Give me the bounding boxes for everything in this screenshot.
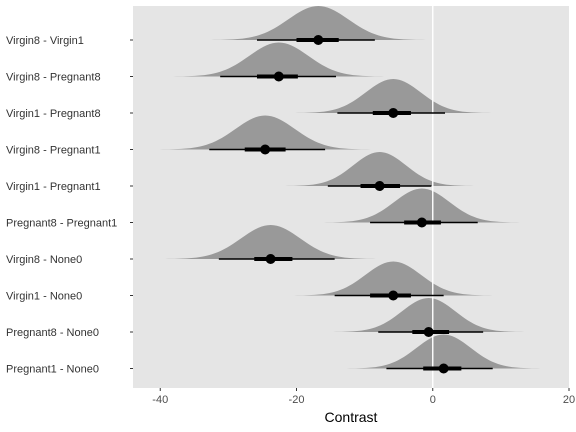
x-axis-title: Contrast (325, 409, 378, 425)
density-9 (316, 298, 542, 332)
density-4 (141, 115, 390, 150)
median-point-8 (388, 290, 399, 301)
y-tick-label: Virgin1 - Pregnant8 (6, 108, 101, 120)
y-tick-label: Pregnant8 - None0 (6, 327, 99, 339)
density-7 (146, 225, 395, 259)
interval-layer (209, 35, 493, 374)
y-tick-label: Virgin8 - Pregnant8 (6, 72, 101, 84)
y-tick-label: Pregnant1 - None0 (6, 364, 99, 376)
density-6 (306, 188, 538, 223)
density-1 (192, 6, 445, 40)
y-tick-label: Virgin8 - Pregnant1 (6, 145, 101, 157)
density-3 (277, 79, 509, 113)
median-point-9 (423, 327, 434, 337)
median-point-3 (388, 108, 399, 118)
density-5 (268, 152, 491, 186)
density-2 (154, 42, 403, 77)
x-tick-label: -20 (289, 394, 305, 406)
y-tick-label: Virgin8 - Virgin1 (6, 35, 84, 47)
median-point-4 (260, 144, 271, 155)
x-tick-label: -40 (152, 394, 168, 406)
y-tick-label: Virgin1 - None0 (6, 291, 82, 303)
median-point-7 (265, 254, 276, 264)
density-10 (329, 334, 558, 369)
x-axis: -40 -20 0 20 (152, 388, 575, 406)
y-tick-label: Pregnant8 - Pregnant1 (6, 218, 117, 230)
median-point-5 (374, 181, 385, 191)
median-point-10 (438, 363, 449, 374)
y-tick-label: Virgin8 - None0 (6, 254, 82, 266)
density-8 (276, 261, 511, 296)
density-layer (141, 6, 558, 369)
plot-panel (133, 6, 569, 388)
median-point-6 (416, 217, 427, 228)
y-axis-labels: Virgin8 - Virgin1 Virgin8 - Pregnant8 Virg… (6, 35, 133, 376)
x-tick-label: 20 (563, 394, 575, 406)
x-tick-label: 0 (430, 394, 436, 406)
median-point-2 (273, 71, 284, 82)
median-point-1 (313, 35, 324, 45)
y-tick-label: Virgin1 - Pregnant1 (6, 181, 101, 193)
